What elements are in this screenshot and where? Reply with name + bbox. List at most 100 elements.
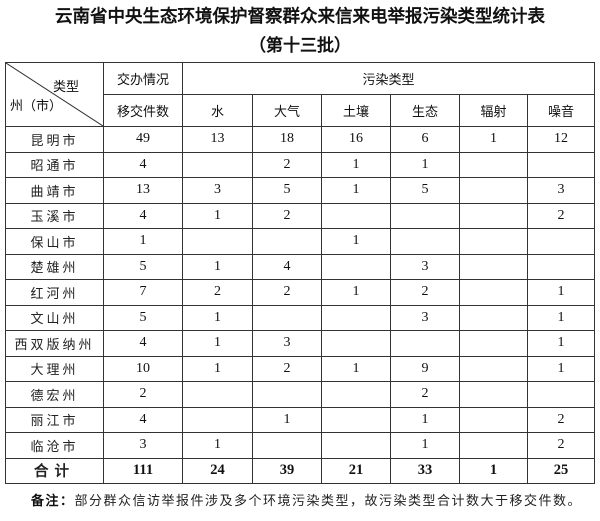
cell-value: 1 [182, 355, 253, 382]
cell-value [182, 151, 253, 178]
cell-value [459, 304, 528, 331]
column-header: 生态 [390, 94, 460, 127]
cell-value: 4 [103, 202, 183, 229]
cell-value: 2 [103, 381, 183, 408]
header-row-2: 移交件数水大气 土壤 生态 辐射 噪音 [6, 94, 596, 127]
cell-value: 1 [182, 432, 253, 459]
cell-value: 2 [526, 406, 596, 433]
cell-value [459, 228, 528, 255]
cell-value: 5 [103, 304, 183, 331]
cell-value: 39 [252, 457, 322, 484]
cell-value [321, 304, 391, 331]
cell-value: 2 [252, 151, 322, 178]
table-row: 玉溪市 4 1 2 2 [5, 202, 596, 229]
cell-value: 1 [182, 304, 253, 331]
region-name: 保山市 [5, 228, 104, 255]
table-row: 西双版纳州 4 1 3 1 [5, 330, 596, 357]
cell-value [459, 330, 528, 357]
region-name: 昆明市 [5, 126, 104, 153]
page-subtitle: （第十三批） [249, 36, 351, 56]
cell-value [182, 228, 253, 255]
corner-header: 类型 州（市） [5, 62, 104, 127]
table-row: 德宏州 2 2 [5, 381, 596, 408]
table-row: 红河州 7 2 2 1 2 1 [5, 279, 596, 306]
cell-value: 1 [526, 304, 596, 331]
cell-value: 13 [182, 126, 253, 153]
cell-value: 49 [103, 126, 183, 153]
region-name: 临沧市 [5, 432, 104, 459]
cell-value [459, 151, 528, 178]
column-header: 水 [182, 94, 253, 127]
region-name: 丽江市 [5, 406, 104, 433]
column-header: 土壤 [321, 94, 391, 127]
cell-value [252, 381, 322, 408]
region-name: 楚雄州 [5, 253, 104, 280]
region-name: 文山州 [5, 304, 104, 331]
cell-value: 2 [526, 432, 596, 459]
cell-value: 16 [321, 126, 391, 153]
cell-value: 5 [390, 177, 460, 204]
table-row: 昭通市 4 2 1 1 [5, 151, 596, 178]
cell-value: 1 [390, 406, 460, 433]
table-row: 丽江市 4 1 1 2 [5, 406, 596, 433]
cell-value: 3 [103, 432, 183, 459]
cell-value: 1 [459, 126, 528, 153]
table-row: 楚雄州 5 1 4 3 [5, 253, 596, 280]
page-title: 云南省中央生态环境保护督察群众来信来电举报污染类型统计表 [55, 7, 545, 27]
region-name: 曲靖市 [5, 177, 104, 204]
cell-value: 1 [321, 228, 391, 255]
cell-value [182, 406, 253, 433]
cell-value [459, 406, 528, 433]
cell-value: 1 [182, 330, 253, 357]
cell-value [459, 177, 528, 204]
cell-value: 9 [390, 355, 460, 382]
cell-value [321, 253, 391, 280]
cell-value: 3 [182, 177, 253, 204]
cell-value: 7 [103, 279, 183, 306]
cell-value: 18 [252, 126, 322, 153]
region-name: 红河州 [5, 279, 104, 306]
table-row: 大理州 10 1 2 1 9 1 [5, 355, 596, 382]
cell-value [459, 202, 528, 229]
cell-value: 1 [182, 253, 253, 280]
cell-value [459, 253, 528, 280]
region-name: 合计 [5, 457, 104, 484]
cell-value [252, 228, 322, 255]
cell-value [526, 151, 596, 178]
header-row-1: 类型 州（市） 交办情况 污染类型 [5, 62, 596, 127]
cell-value [459, 279, 528, 306]
cell-value [252, 432, 322, 459]
cell-value [321, 381, 391, 408]
table-row: 文山州 5 1 3 1 [5, 304, 596, 331]
table-row: 曲靖市 13 3 5 1 5 3 [5, 177, 596, 204]
cell-value: 2 [252, 355, 322, 382]
cell-value [321, 330, 391, 357]
region-name: 西双版纳州 [5, 330, 104, 357]
cell-value: 5 [252, 177, 322, 204]
column-header: 辐射 [459, 94, 528, 127]
cell-value [526, 228, 596, 255]
cell-value: 4 [103, 330, 183, 357]
cell-value: 4 [103, 151, 183, 178]
cell-value: 1 [526, 330, 596, 357]
cell-value: 1 [321, 279, 391, 306]
column-header: 噪音 [526, 94, 596, 127]
cell-value [182, 381, 253, 408]
column-header: 大气 [252, 94, 322, 127]
table-row: 保山市 1 1 [5, 228, 596, 255]
cell-value: 1 [103, 228, 183, 255]
table-row: 昆明市 49 13 18 16 6 1 12 [5, 126, 596, 153]
region-name: 玉溪市 [5, 202, 104, 229]
cell-value: 1 [321, 355, 391, 382]
region-name: 大理州 [5, 355, 104, 382]
cell-value: 2 [252, 202, 322, 229]
cell-value: 25 [526, 457, 596, 484]
cell-value: 1 [390, 432, 460, 459]
corner-region-label: 州（市） [10, 99, 63, 114]
pollution-group-header: 污染类型 [181, 62, 596, 95]
total-row: 合计 111 24 39 21 33 1 25 [5, 457, 596, 484]
cell-value [390, 330, 460, 357]
cell-value: 4 [252, 253, 322, 280]
cell-value [321, 202, 391, 229]
cell-value: 3 [390, 304, 460, 331]
